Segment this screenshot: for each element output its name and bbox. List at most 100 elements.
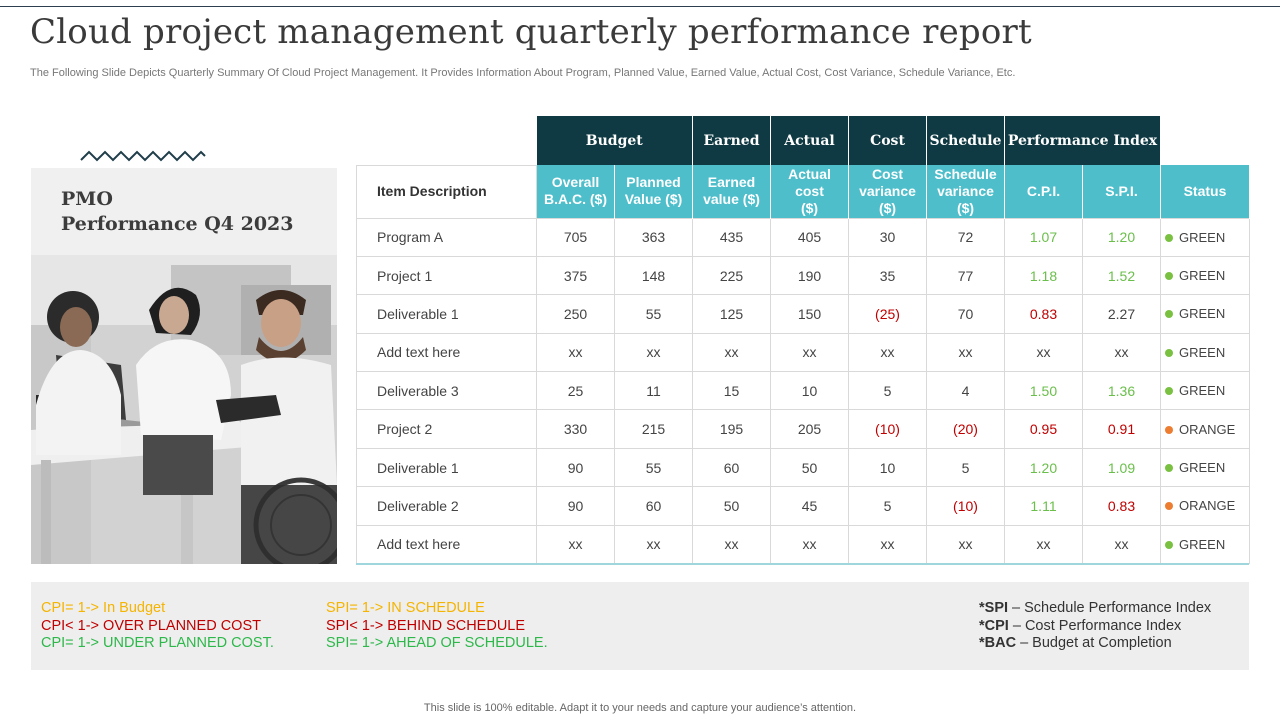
overall-bac-cell: 250: [536, 294, 615, 334]
item-description-cell: Project 2: [356, 409, 537, 449]
definition-spi-text: – Schedule Performance Index: [1008, 600, 1212, 616]
table-row: Program A 705 363 435 405 30 72 1.07 1.20 GREEN: [356, 217, 1250, 257]
earned-value-cell: 15: [692, 371, 771, 411]
status-label: GREEN: [1179, 460, 1226, 476]
planned-value-cell: xx: [614, 524, 693, 565]
overall-bac-cell: xx: [536, 332, 615, 373]
team-photo: [31, 255, 337, 564]
status-dot-icon: [1165, 233, 1173, 242]
definition-spi-abbr: *SPI: [979, 600, 1009, 616]
actual-cost-cell: xx: [770, 524, 849, 565]
status-cell: ORANGE: [1160, 486, 1250, 526]
table-row: Deliverable 1 250 55 125 150 (25) 70 0.83 2.27 GR…: [356, 294, 1250, 334]
planned-value-cell: 55: [614, 294, 693, 334]
schedule-variance-cell: 77: [926, 255, 1005, 296]
definition-bac-text: – Budget at Completion: [1016, 635, 1172, 651]
definitions-legend: *SPI – Schedule Performance Index *CPI –…: [979, 600, 1211, 653]
earned-value-cell: 125: [692, 294, 771, 334]
planned-value-cell: 148: [614, 255, 693, 296]
item-description-cell: Deliverable 3: [356, 371, 537, 411]
earned-value-cell: xx: [692, 524, 771, 565]
status-cell: GREEN: [1160, 255, 1250, 296]
spi-cell: 0.91: [1082, 409, 1161, 449]
spi-legend-in-schedule: SPI= 1-> IN SCHEDULE: [326, 600, 485, 616]
actual-cost-cell: 150: [770, 294, 849, 334]
page-subtitle: The Following Slide Depicts Quarterly Su…: [30, 67, 1016, 79]
top-rule: [0, 6, 1280, 7]
spi-cell: 2.27: [1082, 294, 1161, 334]
column-header-spi: S.P.I.: [1082, 165, 1161, 218]
footer-note: This slide is 100% editable. Adapt it to…: [423, 702, 857, 714]
item-description-cell: Deliverable 1: [356, 447, 537, 488]
group-header-actual: Actual: [770, 116, 849, 165]
spi-cell: 1.09: [1082, 447, 1161, 488]
status-cell: GREEN: [1160, 524, 1250, 565]
overall-bac-cell: 375: [536, 255, 615, 296]
spi-legend-behind-schedule: SPI< 1-> BEHIND SCHEDULE: [326, 617, 526, 634]
cpi-cell: xx: [1004, 524, 1083, 565]
actual-cost-cell: 190: [770, 255, 849, 296]
status-dot-icon: [1165, 464, 1173, 473]
cpi-legend-under-cost: CPI= 1-> UNDER PLANNED COST.: [41, 635, 274, 651]
table-row: Deliverable 3 25 11 15 10 5 4 1.50 1.36 GREEN: [356, 371, 1250, 411]
table-bottom-rule: [356, 563, 1249, 565]
cpi-cell: 1.11: [1004, 486, 1083, 526]
table-row: Add text here xx xx xx xx xx xx xx xx GREEN: [356, 524, 1250, 565]
cpi-legend-in-budget: CPI= 1-> In Budget: [41, 600, 166, 616]
column-header-line: Value ($): [624, 191, 683, 208]
cost-variance-cell: 35: [848, 255, 927, 296]
cpi-cell: 1.07: [1004, 217, 1083, 257]
column-header-line: ($): [956, 199, 975, 216]
cpi-legend: CPI= 1-> In Budget CPI< 1-> OVER PLANNED…: [41, 600, 274, 653]
schedule-variance-cell: xx: [926, 332, 1005, 373]
column-header-line: Planned: [626, 174, 681, 191]
definition-spi: *SPI – Schedule Performance Index: [979, 600, 1211, 618]
column-header-line: B.A.C. ($): [544, 191, 607, 208]
group-header-cost: Cost: [848, 116, 927, 165]
earned-value-cell: 50: [692, 486, 771, 526]
definition-bac-abbr: *BAC: [979, 635, 1017, 651]
overall-bac-cell: 90: [536, 447, 615, 488]
column-header-line: value ($): [703, 191, 760, 208]
schedule-variance-cell: 5: [926, 447, 1005, 488]
table-row: Deliverable 1 90 55 60 50 10 5 1.20 1.09 GREEN: [356, 447, 1250, 488]
group-header-performance-index: Performance Index: [1004, 116, 1161, 165]
status-cell: GREEN: [1160, 294, 1250, 334]
planned-value-cell: 60: [614, 486, 693, 526]
column-header-row: Item Description Overall B.A.C. ($) Planne…: [356, 164, 1250, 219]
performance-table: Budget Earned Actual Cost Schedule Perfo…: [356, 116, 1250, 565]
cpi-cell: 0.95: [1004, 409, 1083, 449]
overall-bac-cell: 90: [536, 486, 615, 526]
status-cell: GREEN: [1160, 217, 1250, 257]
status-dot-icon: [1165, 540, 1173, 549]
item-description-cell: Add text here: [356, 524, 537, 565]
header-spacer-status: [1161, 116, 1250, 165]
column-header-line: variance: [859, 182, 916, 199]
overall-bac-cell: 705: [536, 217, 615, 257]
column-header-line: Schedule: [934, 165, 997, 182]
table-row: Deliverable 2 90 60 50 45 5 (10) 1.11 0.83 ORANGE: [356, 486, 1250, 526]
schedule-variance-cell: 72: [926, 217, 1005, 257]
group-header-earned: Earned: [692, 116, 771, 165]
status-dot-icon: [1165, 387, 1173, 396]
cost-variance-cell: (25): [848, 294, 927, 334]
status-label: GREEN: [1179, 229, 1226, 245]
overall-bac-cell: 330: [536, 409, 615, 449]
cost-variance-cell: 5: [848, 371, 927, 411]
schedule-variance-cell: xx: [926, 524, 1005, 565]
status-cell: GREEN: [1160, 371, 1250, 411]
spi-cell: xx: [1082, 332, 1161, 373]
overall-bac-cell: 25: [536, 371, 615, 411]
status-cell: GREEN: [1160, 332, 1250, 373]
actual-cost-cell: 45: [770, 486, 849, 526]
status-dot-icon: [1165, 310, 1173, 319]
overall-bac-cell: xx: [536, 524, 615, 565]
planned-value-cell: 55: [614, 447, 693, 488]
cost-variance-cell: xx: [848, 524, 927, 565]
table-row: Project 2 330 215 195 205 (10) (20) 0.95 0.91 ORA…: [356, 409, 1250, 449]
earned-value-cell: 195: [692, 409, 771, 449]
column-header-planned-value: Planned Value ($): [614, 165, 693, 218]
status-label: ORANGE: [1179, 421, 1236, 437]
column-header-schedule-variance: Schedule variance ($): [926, 165, 1005, 218]
table-row: Project 1 375 148 225 190 35 77 1.18 1.52 GREEN: [356, 255, 1250, 296]
